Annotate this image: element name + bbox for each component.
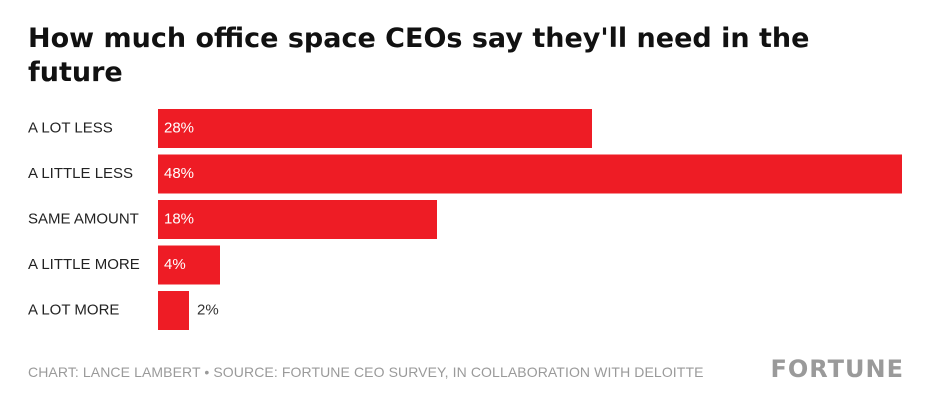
bar-chart: A LOT LESS 28% A LITTLE LESS 48% SAME AMOUNT… bbox=[28, 109, 902, 330]
value-label-a-lot-more: 2% bbox=[197, 301, 219, 318]
category-label-same-amount: SAME AMOUNT bbox=[28, 210, 139, 227]
fortune-logo: FORTUNE bbox=[770, 355, 904, 383]
category-label-a-lot-less: A LOT LESS bbox=[28, 119, 113, 136]
bar-a-lot-less bbox=[158, 109, 592, 148]
category-label-a-little-more: A LITTLE MORE bbox=[28, 256, 140, 273]
bar-same-amount bbox=[158, 200, 437, 239]
value-label-a-little-more: 4% bbox=[164, 256, 186, 273]
bar-a-lot-more bbox=[158, 291, 189, 330]
bar-a-little-less bbox=[158, 154, 902, 194]
value-label-same-amount: 18% bbox=[164, 210, 194, 227]
category-label-a-lot-more: A LOT MORE bbox=[28, 301, 119, 318]
chart-title: How much office space CEOs say they'll n… bbox=[28, 23, 810, 88]
bar-a-little-more bbox=[158, 245, 220, 285]
value-label-a-little-less: 48% bbox=[164, 165, 194, 182]
category-label-a-little-less: A LITTLE LESS bbox=[28, 165, 133, 182]
value-label-a-lot-less: 28% bbox=[164, 119, 194, 136]
chart-credit: CHART: LANCE LAMBERT • SOURCE: FORTUNE C… bbox=[28, 364, 704, 380]
